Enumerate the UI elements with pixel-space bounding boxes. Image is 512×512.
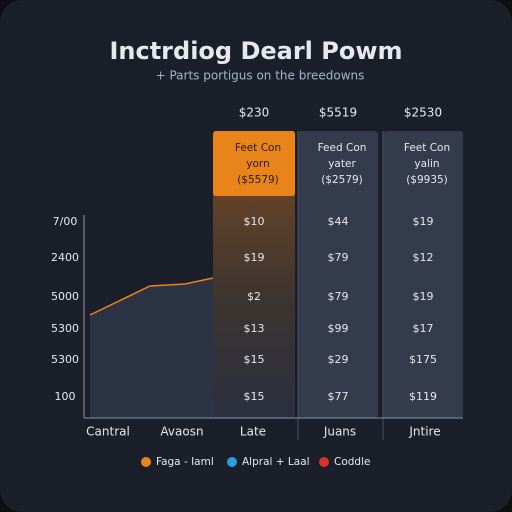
column-name: yater (328, 158, 356, 170)
x-labels: Cantral Avaosn Late Juans Jntire (86, 425, 440, 439)
x-label: Late (240, 425, 266, 439)
y-label: 5300 (51, 322, 79, 335)
area (90, 278, 213, 418)
y-label: 7/00 (53, 215, 78, 228)
cell: $19 (244, 251, 265, 264)
x-label: Jntire (408, 425, 440, 439)
column-name: yorn (246, 158, 269, 170)
x-label: Avaosn (160, 425, 203, 439)
legend-label: Alpral + Laal (242, 456, 310, 468)
x-label: Cantral (86, 425, 130, 439)
legend-label: Faga - Iaml (156, 456, 214, 468)
column-name: yalin (414, 158, 439, 170)
legend-dot (141, 457, 151, 467)
column-body (298, 131, 378, 418)
column-body (383, 131, 463, 418)
subtitle: + Parts portigus on the breedowns (156, 69, 365, 83)
y-label: 100 (55, 390, 76, 403)
cell: $119 (409, 390, 437, 403)
cell: $13 (244, 322, 265, 335)
column-price: $2530 (404, 106, 442, 120)
legend: Faga - Iaml Alpral + Laal Coddle (141, 456, 370, 468)
y-label: 5300 (51, 353, 79, 366)
y-label: 5000 (51, 290, 79, 303)
column-body (213, 131, 295, 418)
column-name: ($9935) (406, 174, 448, 186)
legend-dot (319, 457, 329, 467)
columns: $230 Feet Con yorn ($5579) $10 $19 $2 $13 $15 $15… (213, 106, 463, 440)
x-label: Juans (323, 425, 356, 439)
column-price: $230 (239, 106, 270, 120)
area-line (89, 277, 214, 316)
legend-dot (227, 457, 237, 467)
cell: $99 (328, 322, 349, 335)
cell: $15 (244, 390, 265, 403)
cell: $175 (409, 353, 437, 366)
cell: $19 (413, 215, 434, 228)
column-name: Feet Con (235, 142, 281, 154)
title: Inctrdiog Dearl Powm (109, 37, 402, 65)
cell: $44 (328, 215, 349, 228)
column-header (213, 131, 295, 196)
cell: $19 (413, 290, 434, 303)
column-name: ($5579) (237, 174, 279, 186)
column-name: Feet Con (404, 142, 450, 154)
column-name: Feed Con (318, 142, 367, 154)
column-price: $5519 (319, 106, 357, 120)
cell: $17 (413, 322, 434, 335)
cell: $12 (413, 251, 434, 264)
cell: $10 (244, 215, 265, 228)
cell: $77 (328, 390, 349, 403)
cell: $79 (328, 290, 349, 303)
legend-label: Coddle (334, 456, 370, 468)
cell: $29 (328, 353, 349, 366)
cell: $2 (247, 290, 261, 303)
y-label: 2400 (51, 251, 79, 264)
y-labels: 7/00 2400 5000 5300 5300 100 (51, 215, 79, 403)
cell: $79 (328, 251, 349, 264)
cell: $15 (244, 353, 265, 366)
column-name: ($2579) (321, 174, 363, 186)
